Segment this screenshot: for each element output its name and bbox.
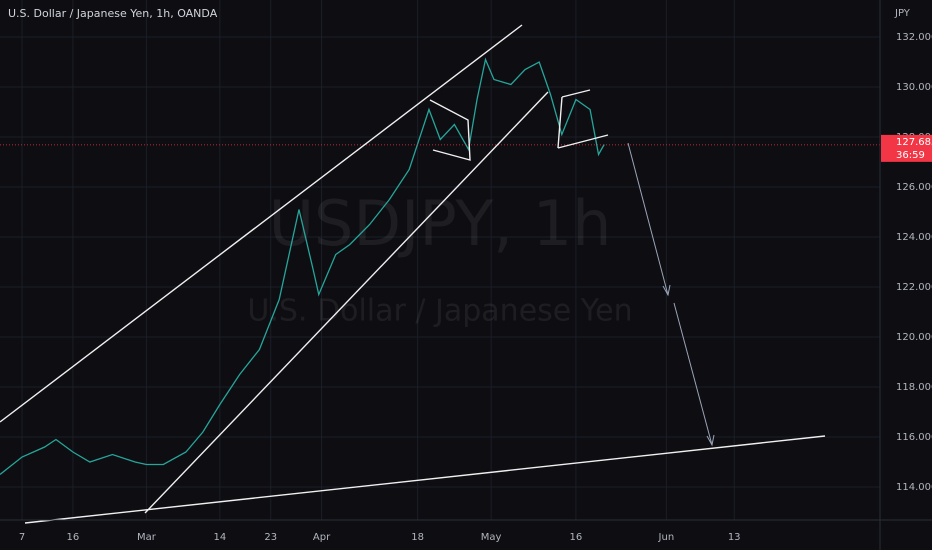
- y-tick-label: 126.000: [896, 182, 932, 193]
- y-tick-label: 132.000: [896, 32, 932, 43]
- x-tick-label: 16: [67, 532, 80, 543]
- y-tick-label: 116.000: [896, 432, 932, 443]
- x-tick-label: 18: [411, 532, 424, 543]
- flag-2-bottom: [557, 134, 609, 149]
- grid: [0, 0, 880, 520]
- y-tick-label: 124.000: [896, 232, 932, 243]
- watermark-subtitle: U.S. Dollar / Japanese Yen: [247, 294, 632, 329]
- x-tick-label: Jun: [658, 532, 675, 543]
- axes: 114.000 116.000 118.000 120.000 122.000 124.0…: [19, 32, 932, 543]
- flag-1: [429, 99, 471, 161]
- y-tick-label: 130.000: [896, 82, 932, 93]
- channel-lower: [144, 91, 549, 514]
- arrow-head: [662, 284, 671, 297]
- x-tick-label: 14: [213, 532, 226, 543]
- channel-upper: [0, 24, 523, 423]
- x-tick-label: May: [481, 532, 502, 543]
- flag-2-top: [561, 89, 591, 98]
- price-line: [0, 57, 605, 476]
- y-tick-label: 118.000: [896, 382, 932, 393]
- projection-1: [627, 142, 669, 296]
- x-tick-label: Apr: [313, 532, 331, 543]
- last-price-label: 127.685: [896, 137, 932, 148]
- x-tick-label: Mar: [137, 532, 157, 543]
- y-tick-label: 114.000: [896, 482, 932, 493]
- chart-title: U.S. Dollar / Japanese Yen, 1h, OANDA: [8, 7, 218, 20]
- projection-2: [673, 302, 713, 446]
- y-tick-label: 122.000: [896, 282, 932, 293]
- support-line: [24, 435, 826, 524]
- price-badge: [881, 134, 932, 162]
- x-tick-label: 7: [19, 532, 25, 543]
- plot: [0, 57, 880, 476]
- x-tick-label: 13: [728, 532, 741, 543]
- flag-2-side: [557, 96, 563, 149]
- x-tick-label: 16: [570, 532, 583, 543]
- x-tick-label: 23: [264, 532, 277, 543]
- currency: JPY: [894, 8, 911, 19]
- arrow-head: [706, 434, 715, 447]
- y-tick-label: 120.000: [896, 332, 932, 343]
- countdown: 36:59: [896, 150, 925, 161]
- watermark: USDJPY, 1h: [269, 187, 612, 260]
